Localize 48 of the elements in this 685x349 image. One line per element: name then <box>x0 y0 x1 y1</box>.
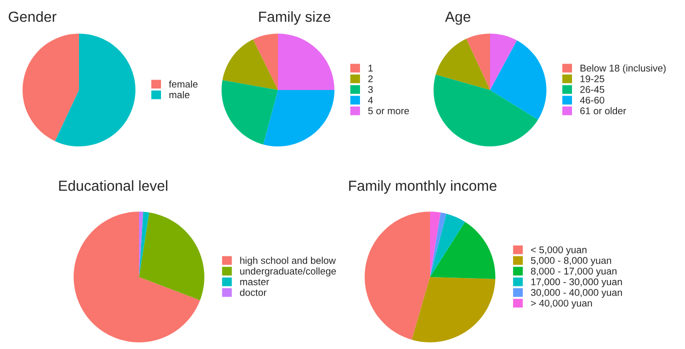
legend-label: 19-25 <box>580 75 604 82</box>
pie-slice <box>263 90 334 146</box>
pie-slice <box>222 80 278 144</box>
legend-label: 5 or more <box>368 107 409 114</box>
legend-label: high school and below <box>240 256 336 266</box>
pie-slice <box>54 34 136 146</box>
pie-slice <box>74 212 200 342</box>
chart-title: Educational level <box>59 180 168 191</box>
legend-label: female <box>168 80 198 88</box>
legend-label: 4 <box>368 96 373 104</box>
pie-slice <box>22 34 79 142</box>
pie-slice <box>139 212 204 300</box>
pie-slice <box>490 34 517 90</box>
legend-label: 8,000 - 17,000 yuan <box>531 268 616 277</box>
legend-label: 3 <box>368 86 373 93</box>
legend-label: 1 <box>368 64 373 72</box>
pie-slice <box>430 212 446 277</box>
legend-label: 61 or older <box>580 107 626 114</box>
pie-slice <box>430 212 441 277</box>
legend-label: > 40,000 yuan <box>531 300 592 309</box>
legend-label: < 5,000 yuan <box>531 246 586 256</box>
pie-slice <box>364 212 430 340</box>
pie-slice <box>222 39 278 90</box>
pie-slice <box>139 212 150 277</box>
legend-label: undergraduate/college <box>240 267 336 277</box>
legend-label: 30,000 - 40,000 yuan <box>530 289 622 298</box>
pie-slice <box>430 214 466 277</box>
pie-slice <box>434 74 538 146</box>
pie-slice <box>490 40 546 120</box>
chart-title: Family size <box>259 11 330 25</box>
legend-label: 17,000 - 30,000 yuan <box>531 278 622 288</box>
pie-slice <box>412 277 496 342</box>
pie-slice <box>436 38 490 90</box>
legend-label: 26-45 <box>580 86 604 93</box>
legend-label: Below 18 (inclusive) <box>580 64 666 74</box>
legend-label: 5,000 - 8,000 yuan <box>530 257 612 266</box>
legend-label: male <box>169 91 190 98</box>
chart-title: Family monthly income <box>349 180 496 194</box>
legend-label: 46-60 <box>580 96 604 104</box>
legend-label: doctor <box>240 288 266 296</box>
pie-slice <box>253 34 278 90</box>
legend-label: 2 <box>368 75 373 82</box>
pie-slice <box>430 222 496 280</box>
chart-title: Gender <box>8 11 56 22</box>
pie-slice <box>466 34 490 90</box>
pie-slice <box>278 34 334 90</box>
legend-label: master <box>240 278 270 286</box>
chart-title: Age <box>445 12 470 25</box>
